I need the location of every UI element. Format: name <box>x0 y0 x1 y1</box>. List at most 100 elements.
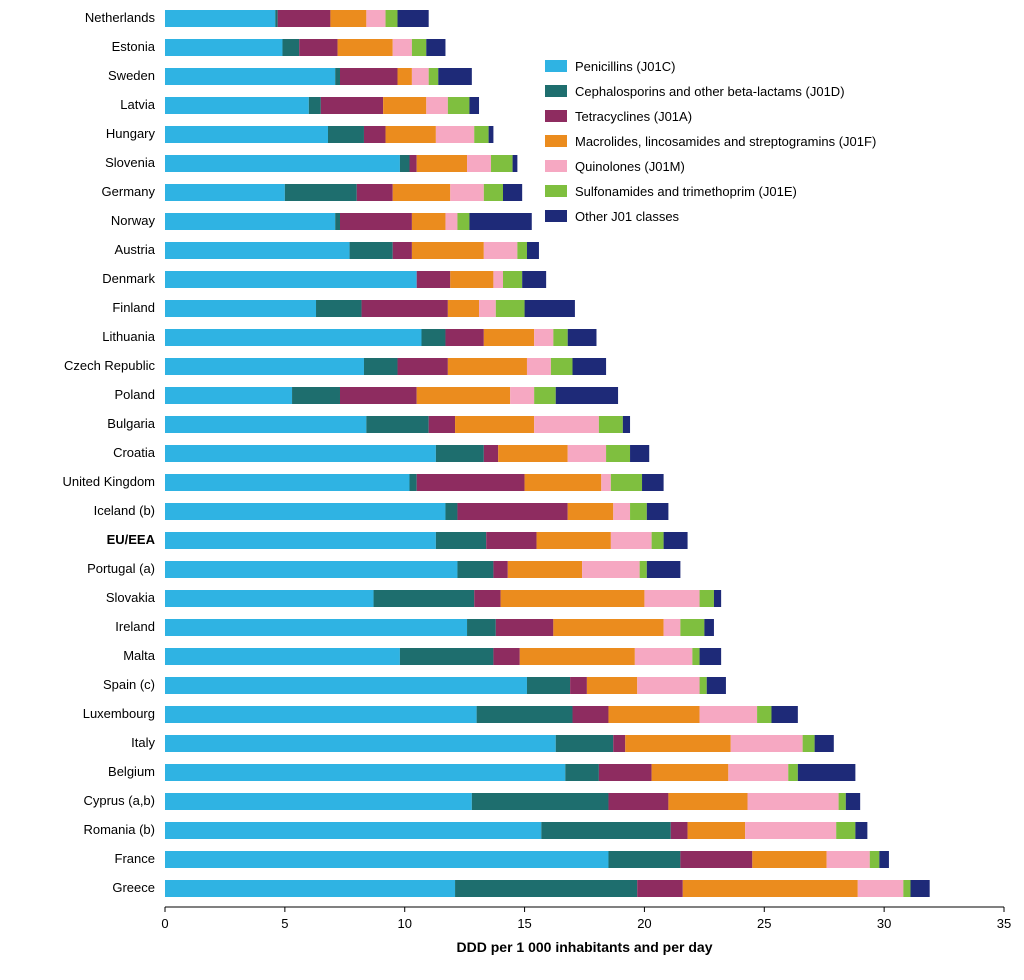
x-axis-tick-label: 25 <box>757 916 771 931</box>
bar-segment <box>551 358 573 375</box>
bar-segment <box>165 213 335 230</box>
bar-segment <box>568 329 597 346</box>
legend-swatch <box>545 110 567 122</box>
bar-segment <box>412 39 426 56</box>
bar-segment <box>393 242 412 259</box>
bar-segment <box>165 329 421 346</box>
country-label: Latvia <box>120 97 155 112</box>
bar-segment <box>525 474 602 491</box>
bar-segment <box>165 126 328 143</box>
bar-segment <box>503 271 522 288</box>
bar-segment <box>165 271 417 288</box>
legend-label: Cephalosporins and other beta-lactams (J… <box>575 84 845 99</box>
bar-segment <box>534 387 556 404</box>
bar-segment <box>455 416 534 433</box>
country-label: Czech Republic <box>64 358 156 373</box>
country-label: Hungary <box>106 126 156 141</box>
bar-segment <box>803 735 815 752</box>
bar-segment <box>623 416 630 433</box>
bar-segment <box>328 126 364 143</box>
bar-segment <box>165 97 309 114</box>
bar-segment <box>467 619 496 636</box>
bar-segment <box>630 445 649 462</box>
bar-segment <box>165 793 472 810</box>
bar-segment <box>601 474 611 491</box>
country-label: Germany <box>102 184 156 199</box>
bar-segment <box>398 358 448 375</box>
country-label: Lithuania <box>102 329 156 344</box>
bar-segment <box>700 648 722 665</box>
bar-segment <box>299 39 337 56</box>
bar-segment <box>436 126 474 143</box>
bar-segment <box>450 271 493 288</box>
bar-segment <box>445 503 457 520</box>
bar-segment <box>692 648 699 665</box>
x-axis-tick-label: 20 <box>637 916 651 931</box>
country-label: Croatia <box>113 445 156 460</box>
bar-segment <box>771 706 797 723</box>
bar-segment <box>652 532 664 549</box>
bar-segment <box>429 416 455 433</box>
country-label: Netherlands <box>85 10 156 25</box>
bar-segment <box>613 735 625 752</box>
x-axis-tick-label: 30 <box>877 916 891 931</box>
bar-segment <box>556 735 614 752</box>
bar-segment <box>165 242 350 259</box>
bar-segment <box>668 793 747 810</box>
legend-label: Tetracyclines (J01A) <box>575 109 692 124</box>
bar-segment <box>714 590 721 607</box>
country-label: France <box>115 851 155 866</box>
bar-segment <box>647 503 669 520</box>
bar-segment <box>417 271 451 288</box>
bar-segment <box>573 706 609 723</box>
country-label: Poland <box>115 387 155 402</box>
bar-segment <box>637 677 699 694</box>
bar-segment <box>608 851 680 868</box>
bar-segment <box>700 706 758 723</box>
bar-segment <box>165 503 445 520</box>
bar-segment <box>340 68 398 85</box>
bar-segment <box>525 300 575 317</box>
bar-segment <box>165 561 457 578</box>
bar-segment <box>640 561 647 578</box>
bar-segment <box>556 387 618 404</box>
country-label: Slovakia <box>106 590 156 605</box>
bar-segment <box>421 329 445 346</box>
bar-segment <box>340 387 417 404</box>
legend-swatch <box>545 160 567 172</box>
bar-segment <box>165 619 467 636</box>
bar-segment <box>757 706 771 723</box>
bar-segment <box>510 387 534 404</box>
bar-segment <box>745 822 836 839</box>
bar-segment <box>450 184 484 201</box>
bar-segment <box>503 184 522 201</box>
bar-segment <box>165 677 527 694</box>
bar-segment <box>484 242 518 259</box>
bar-segment <box>625 735 730 752</box>
bar-segment <box>489 126 494 143</box>
bar-segment <box>565 764 599 781</box>
bar-segment <box>412 213 446 230</box>
bar-segment <box>165 184 285 201</box>
bar-segment <box>455 880 637 897</box>
bar-segment <box>870 851 880 868</box>
bar-segment <box>707 677 726 694</box>
bar-segment <box>493 648 519 665</box>
bar-segment <box>398 68 412 85</box>
bar-segment <box>426 97 448 114</box>
bar-segment <box>827 851 870 868</box>
bar-segment <box>429 68 439 85</box>
bar-segment <box>527 677 570 694</box>
legend-swatch <box>545 135 567 147</box>
bar-segment <box>165 416 366 433</box>
bar-segment <box>386 126 436 143</box>
bar-segment <box>412 242 484 259</box>
bar-segment <box>582 561 640 578</box>
bar-segment <box>165 39 282 56</box>
bar-segment <box>165 445 436 462</box>
bar-segment <box>541 822 670 839</box>
bar-segment <box>731 735 803 752</box>
legend-swatch <box>545 185 567 197</box>
country-label: Finland <box>112 300 155 315</box>
bar-segment <box>680 851 752 868</box>
